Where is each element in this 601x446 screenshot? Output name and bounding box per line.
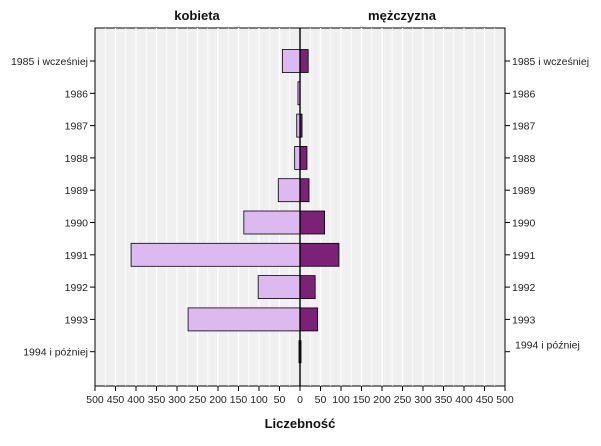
bar-male (299, 178, 310, 203)
category-label-left: 1986 (65, 88, 89, 100)
category-label-right: 1993 (512, 314, 536, 326)
x-axis-ticks: 500 450 400 350 300 250 200 150 100 50 0 50 100 150 20… (86, 386, 514, 406)
x-tick-label: 150 (353, 394, 371, 406)
category-label-left: 1985 i wcześniej (11, 56, 88, 68)
x-tick-label: 150 (230, 394, 248, 406)
bar-male (299, 242, 340, 267)
x-tick-label: 250 (189, 394, 207, 406)
x-tick-label: 200 (373, 394, 391, 406)
category-label-right: 1986 (512, 88, 536, 100)
bar-female (281, 49, 301, 73)
bar-female (257, 275, 301, 300)
x-tick-label: 250 (394, 394, 412, 406)
category-label-right: 1992 (512, 282, 536, 294)
category-labels: 1985 i wcześniej 1985 i wcześniej 1986 1986… (11, 56, 589, 359)
bar-male (299, 49, 309, 73)
bar-male (299, 307, 319, 332)
category-label-right: 1991 (512, 250, 536, 262)
bar-male (299, 145, 308, 170)
category-label-left: 1992 (65, 282, 89, 294)
x-tick-label: 50 (274, 394, 286, 406)
x-tick-label: 400 (127, 394, 145, 406)
category-label-left: 1988 (65, 153, 89, 165)
x-tick-label: 200 (209, 394, 227, 406)
x-tick-label: 50 (315, 394, 327, 406)
x-tick-label: 350 (148, 394, 166, 406)
bar-female (277, 178, 301, 203)
bar-female (294, 145, 301, 170)
category-label-right: 1985 i wcześniej (512, 56, 589, 68)
x-tick-label: 500 (86, 394, 104, 406)
category-label-left: 1990 (65, 218, 89, 230)
bar-female (243, 210, 301, 235)
category-label-left: 1994 i później (23, 347, 88, 359)
x-tick-label: 300 (414, 394, 432, 406)
x-tick-label: 500 (496, 394, 514, 406)
x-tick-label: 0 (297, 394, 303, 406)
category-label-left: 1991 (65, 250, 89, 262)
x-tick-label: 450 (476, 394, 494, 406)
category-label-right: 1989 (512, 185, 536, 197)
bar-female (187, 307, 301, 332)
category-label-left: 1993 (65, 314, 89, 326)
x-axis-label: Liczebność (265, 416, 336, 431)
panel-title-female: kobieta (174, 8, 220, 23)
x-tick-label: 100 (332, 394, 350, 406)
category-label-right: 1990 (512, 218, 536, 230)
x-tick-label: 350 (435, 394, 453, 406)
bar-male (299, 275, 316, 300)
category-label-right: 1987 (512, 121, 536, 133)
x-tick-label: 400 (455, 394, 473, 406)
panel-title-male: mężczyzna (368, 8, 437, 23)
category-label-left: 1987 (65, 121, 89, 133)
bar-male (299, 210, 326, 235)
x-tick-label: 300 (168, 394, 186, 406)
category-label-right: 1988 (512, 153, 536, 165)
x-tick-label: 450 (107, 394, 125, 406)
x-tick-label: 100 (250, 394, 268, 406)
category-label-left: 1989 (65, 185, 89, 197)
category-label-right: 1994 i później (515, 340, 580, 352)
bar-female (130, 242, 301, 267)
